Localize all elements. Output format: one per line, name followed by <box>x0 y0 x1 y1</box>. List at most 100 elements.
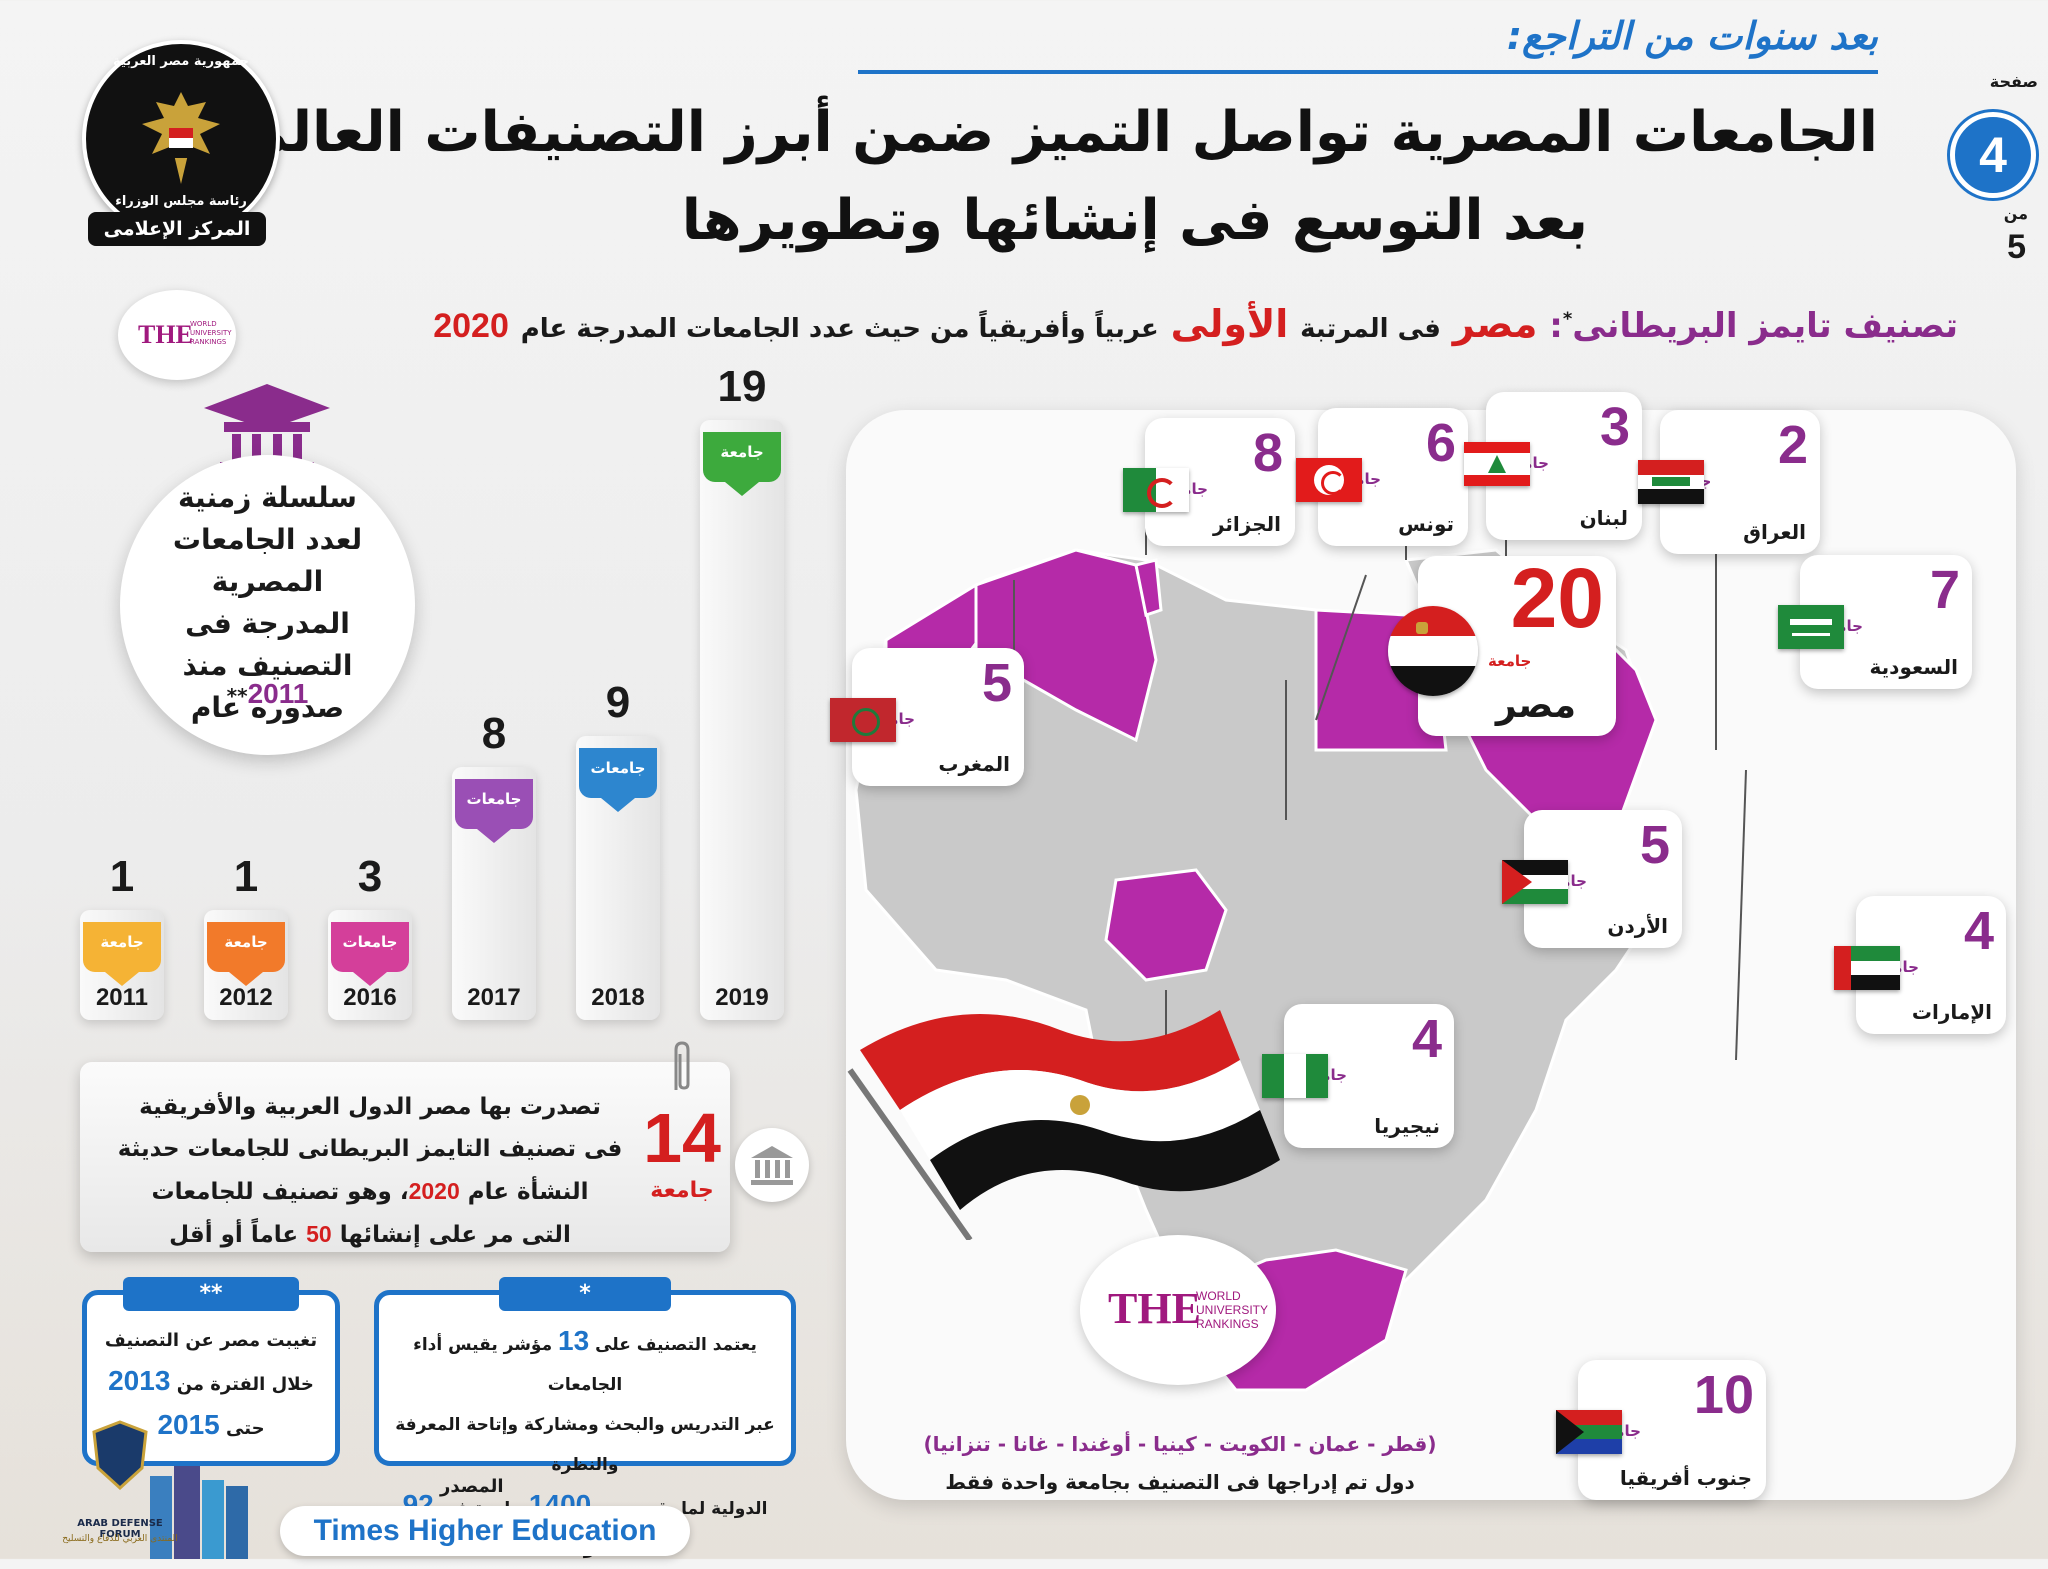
country-name: تونس <box>1398 512 1454 536</box>
timeline-year: 2011 <box>247 678 309 709</box>
page-label: صفحة <box>1989 72 2038 91</box>
the-line1: WORLD <box>190 320 217 328</box>
young-universities-scroll <box>80 1062 730 1252</box>
subtitle-mark: * <box>1562 308 1573 330</box>
chart-bar-tag: جامعة <box>83 922 161 986</box>
young-universities-count: 14 <box>643 1099 721 1177</box>
timeline-card-year: 2011** <box>120 677 415 710</box>
country-name: الجزائر <box>1212 512 1281 536</box>
young-text-year: 2020 <box>408 1178 460 1204</box>
single-countries-list: (قطر - عمان - الكويت - كينيا - أوغندا - … <box>923 1432 1437 1456</box>
chart-bar-tag: جامعات <box>455 779 533 844</box>
chart-bar-2011: جامعة 2011 <box>80 910 164 1020</box>
paperclip-icon <box>668 1040 694 1094</box>
subtitle: تصنيف تايمز البريطانى*: مصر فى المرتبة ا… <box>433 302 1958 346</box>
the-large-line1: WORLD <box>1196 1289 1241 1303</box>
single-countries-caption: دول تم إدراجها فى التصنيف بجامعة واحدة ف… <box>945 1470 1415 1494</box>
chart-bar-2017: جامعات 2017 <box>452 767 536 1020</box>
country-card-lebanon: 3جامعاتلبنان <box>1486 392 1642 540</box>
chart-bar-tag: جامعات <box>331 922 409 986</box>
subtitle-text2: عربياً وأفريقياً من حيث عدد الجامعات الم… <box>520 314 1159 344</box>
chart-data-label: 19 <box>717 362 767 411</box>
the-rankings-badge-small: THE WORLD UNIVERSITY RANKINGS <box>118 290 236 380</box>
the-large-line2: UNIVERSITY <box>1196 1303 1269 1317</box>
flag-tunisia-icon <box>1296 458 1362 502</box>
country-name: الأردن <box>1607 914 1668 938</box>
chart-bar-tag-pointer <box>105 972 139 986</box>
chart-bar-tag-pointer <box>725 482 759 496</box>
note-star-line1b: مؤشر يقيس أداء الجامعات <box>413 1335 623 1395</box>
forum-watermark-logo: ARAB DEFENSE FORUM المنتدى العربي للدفاع… <box>60 1420 180 1550</box>
chart-tick-label: 2017 <box>467 983 521 1011</box>
page-title-line2: بعد التوسع فى إنشائها وتطويرها <box>681 188 1588 253</box>
page-of-label: من <box>2003 204 2028 223</box>
subtitle-text1: فى المرتبة <box>1300 314 1441 344</box>
note-star-head: * <box>499 1277 671 1311</box>
chart-bar-tag-pointer <box>601 797 635 812</box>
note-ds-line3: حتى 2015 <box>91 1405 331 1449</box>
universities-bar-chart: جامعة 2011 1 جامعة 2012 1 جامعات 2016 3 جامعات 201… <box>60 360 820 1050</box>
header-underline <box>858 70 1878 74</box>
subtitle-prefix: تصنيف تايمز البريطانى <box>1572 306 1958 346</box>
note-ds-year2: 2015 <box>157 1409 220 1440</box>
country-name: مصر <box>1495 685 1576 726</box>
chart-bar-2018: جامعات 2018 <box>576 735 660 1020</box>
note-star-line1a: يعتمد التصنيف على <box>595 1335 757 1355</box>
young-text-line3: النشأة عام 2020، وهو تصنيف للجامعات <box>110 1170 630 1213</box>
chart-bar-2012: جامعة 2012 <box>204 910 288 1020</box>
country-count: 6 <box>1425 413 1456 473</box>
country-name: العراق <box>1743 520 1806 544</box>
chart-tick-label: 2018 <box>591 983 645 1011</box>
chart-data-label: 9 <box>605 677 631 727</box>
country-count: 7 <box>1929 560 1960 620</box>
university-building-icon <box>735 1128 809 1202</box>
the-line3: RANKINGS <box>190 338 227 346</box>
chart-tick-label: 2011 <box>95 984 149 1011</box>
note-star-line2: عبر التدريس والبحث ومشاركة وإتاحة المعرف… <box>395 1415 775 1475</box>
young-text-line4a: التى مر على إنشائها <box>339 1222 571 1248</box>
chart-bar-tag-pointer <box>353 972 387 986</box>
country-count: 5 <box>981 653 1012 713</box>
note-star-num1: 13 <box>558 1325 590 1356</box>
note-ds-line1: تغيبت مصر عن التصنيف <box>104 1330 318 1351</box>
timeline-card-text: سلسلة زمنية لعدد الجامعات المصرية المدرج… <box>172 481 363 724</box>
the-large-letters: THE <box>1108 1284 1201 1333</box>
young-text-line1: تصدرت بها مصر الدول العربية والأفريقية <box>139 1094 601 1120</box>
note-ds-line2a: خلال الفترة من <box>176 1374 314 1395</box>
country-count: 20 <box>1510 551 1604 645</box>
media-center-logo: جمهورية مصر العربية رئاسة مجلس الوزراء <box>82 40 280 238</box>
young-text-line4b: عاماً أو أقل <box>169 1222 299 1248</box>
young-universities-count-block: 14 جامعة <box>632 1098 732 1203</box>
note-ds-line3a: حتى <box>226 1418 265 1439</box>
country-name: نيجيريا <box>1374 1114 1440 1138</box>
subtitle-year: 2020 <box>433 307 509 345</box>
chart-bar-tag-pointer <box>229 972 263 986</box>
note-double-star-text: تغيبت مصر عن التصنيف خلال الفترة من 2013… <box>91 1321 331 1449</box>
logo-text-top: جمهورية مصر العربية <box>113 54 249 69</box>
header-kicker: بعد سنوات من التراجع: <box>1506 14 1878 58</box>
flag-morocco-icon <box>830 698 896 742</box>
young-universities-text: تصدرت بها مصر الدول العربية والأفريقية ف… <box>110 1086 630 1256</box>
chart-tick-label: 2016 <box>343 984 397 1011</box>
chart-bar-tag-pointer <box>477 829 511 844</box>
books-decoration <box>150 1462 250 1559</box>
source-label: المصدر <box>440 1476 504 1497</box>
country-count: 2 <box>1777 415 1808 475</box>
timeline-card: سلسلة زمنية لعدد الجامعات المصرية المدرج… <box>120 455 415 755</box>
the-line2: UNIVERSITY <box>190 329 232 337</box>
watermark-line1: ARAB DEFENSE FORUM <box>77 1518 163 1540</box>
country-name: لبنان <box>1579 506 1628 530</box>
chart-tick-label: 2019 <box>715 984 769 1011</box>
source-value: Times Higher Education <box>280 1506 690 1556</box>
chart-data-label: 3 <box>357 852 383 901</box>
note-ds-line2: خلال الفترة من 2013 <box>91 1361 331 1405</box>
country-card-egypt: 20 جامعة مصر <box>1418 551 1616 736</box>
flag-algeria-icon <box>1123 468 1189 512</box>
country-name: جنوب أفريقيا <box>1619 1466 1752 1490</box>
note-star-line1: يعتمد التصنيف على 13 مؤشر يقيس أداء الجا… <box>387 1321 783 1405</box>
timeline-mark: ** <box>226 684 248 708</box>
chart-bar-tag: جامعة <box>207 922 285 986</box>
young-text-num: 50 <box>306 1221 332 1247</box>
chart-data-label: 8 <box>481 709 507 759</box>
country-count: 4 <box>1411 1009 1442 1069</box>
